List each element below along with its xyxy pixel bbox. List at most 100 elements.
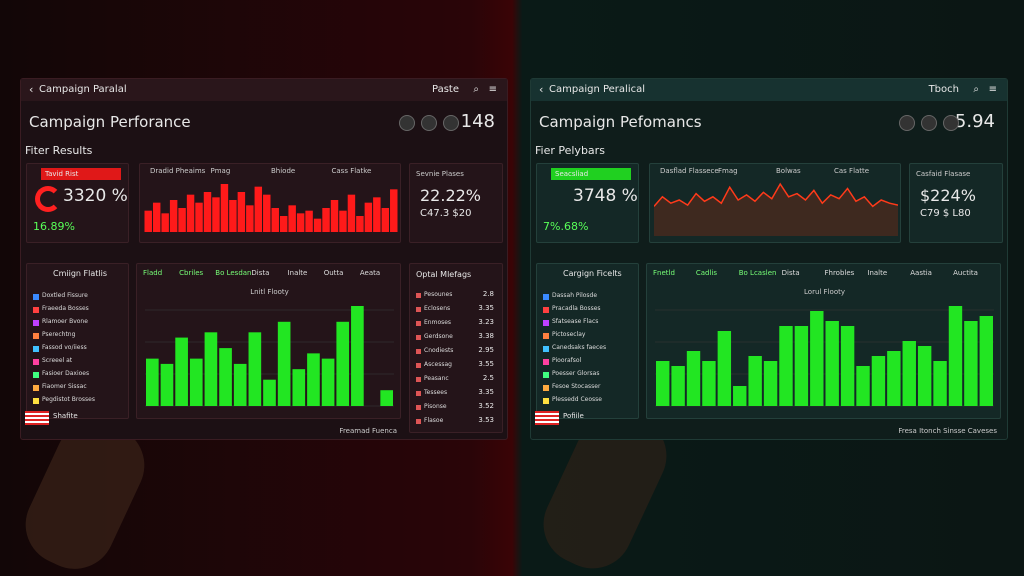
list-swatch — [543, 359, 549, 365]
row-label: Ascessag — [424, 361, 452, 368]
row-value: 3.35 — [478, 388, 494, 396]
list-footer: Pofiile — [563, 412, 584, 420]
row-label: Peasanc — [424, 375, 449, 382]
bar — [825, 321, 839, 406]
legend-item: Fmag — [718, 167, 738, 175]
kpi-label: Seacsliad — [551, 168, 631, 180]
stat-card: Casfaid Flasase $224% C79 $ L80 — [909, 163, 1003, 243]
bar — [296, 213, 305, 232]
bar — [212, 197, 220, 232]
stat-label: Sevnie Plases — [416, 170, 464, 178]
row-icon — [416, 293, 421, 298]
bar — [917, 346, 932, 406]
bar-chart — [145, 306, 394, 407]
row-label: Flasoe — [424, 417, 444, 424]
list-swatch — [543, 385, 549, 391]
list-title: Cmiign Flatlis — [53, 269, 107, 278]
bar — [321, 358, 335, 406]
bar — [146, 358, 159, 406]
tab: Inalte — [287, 269, 308, 277]
tab: Cadlis — [695, 269, 718, 277]
list-swatch — [33, 385, 39, 391]
row-icon — [416, 405, 421, 410]
bar — [810, 311, 824, 406]
dashboard-panel: ‹ Campaign Peralical Tboch ≡ ⌕ Campaign Pefom… — [530, 78, 1008, 440]
list-item: Screeel at — [42, 357, 73, 364]
side-card: Optal Mlefags Pesounes 2.8 Eclosens 3.35 Enmo… — [409, 263, 503, 433]
list-item: Dassah Pilosde — [552, 292, 598, 299]
top-bar: ‹ Campaign Paralal Paste ≡ ⌕ — [21, 79, 507, 101]
kpi-card: Tavid Rist 3320 % 16.89% — [26, 163, 129, 243]
stat-sub: C47.3 $20 — [420, 208, 472, 219]
bar — [233, 363, 247, 406]
flag — [535, 411, 559, 425]
list-swatch — [33, 307, 39, 313]
bar — [656, 361, 670, 406]
row-value: 3.55 — [478, 360, 494, 368]
tab: Fladd — [143, 269, 163, 277]
bar — [307, 353, 320, 406]
bar — [748, 356, 762, 406]
bar — [189, 358, 203, 406]
legend-item: Dasflad Flassece — [660, 167, 719, 175]
bar — [305, 210, 313, 232]
row-icon — [416, 391, 421, 396]
kpi-value: 3320 % — [63, 186, 128, 206]
bar — [279, 216, 288, 232]
tab: Dista — [781, 269, 800, 277]
list-item: Fiaomer Sissac — [42, 383, 87, 390]
bar — [195, 202, 203, 232]
back-icon: ‹ — [539, 83, 544, 96]
bar — [203, 192, 212, 232]
stat-card: Sevnie Plases 22.22% C47.3 $20 — [409, 163, 503, 243]
list-item: Fasioer Daxioes — [42, 370, 90, 377]
heading-value: 5.94 — [954, 111, 995, 132]
list-item: Doxtled Fissure — [42, 292, 88, 299]
list-item: Pserechtng — [42, 331, 76, 338]
tab: Dista — [251, 269, 270, 277]
bar — [186, 194, 195, 232]
bar — [794, 326, 809, 406]
list-item: Rlamoer Bvone — [42, 318, 88, 325]
icon-button — [899, 115, 915, 131]
list-swatch — [33, 346, 39, 352]
kpi-value: 3748 % — [573, 186, 638, 206]
panel-footer: Fresa Itonch Sinsse Caveses — [898, 427, 997, 435]
list-item: Fesoe Stocasser — [552, 383, 601, 390]
list-item: Poesser Glorsas — [552, 370, 600, 377]
tab: Bo Lesdan — [215, 269, 252, 277]
list-card: Cmiign Flatlis Doxtled Fissure Fraeeda Bos… — [26, 263, 129, 419]
list-swatch — [543, 398, 549, 404]
row-value: 3.52 — [478, 402, 494, 410]
bar — [178, 208, 186, 232]
bar — [313, 218, 322, 232]
row-value: 3.35 — [478, 304, 494, 312]
bar — [347, 194, 356, 232]
row-icon — [416, 321, 421, 326]
search-icon: ⌕ — [473, 84, 479, 95]
area — [654, 184, 898, 236]
list-swatch — [33, 359, 39, 365]
side-title: Optal Mlefags — [416, 270, 472, 279]
list-item: Pracadla Bosses — [552, 305, 601, 312]
dashboard-panel: ‹ Campaign Paralal Paste ≡ ⌕ Campaign Perfora… — [20, 78, 508, 440]
bar — [702, 361, 716, 406]
icon-button — [421, 115, 437, 131]
tab: Bo Lcaslen — [738, 269, 777, 277]
bar — [351, 306, 364, 406]
icon-button — [399, 115, 415, 131]
bar — [902, 341, 916, 406]
list-swatch — [543, 307, 549, 313]
legend-item: Cass Flatke — [331, 167, 372, 175]
top-bar-action: Tboch — [928, 84, 959, 95]
panel-footer: Freamad Fuenca — [339, 427, 397, 435]
list-swatch — [33, 320, 39, 326]
icon-button — [921, 115, 937, 131]
bar — [263, 379, 276, 406]
bar — [229, 200, 237, 232]
list-swatch — [33, 294, 39, 300]
tab: Auctita — [953, 269, 978, 277]
bar — [373, 197, 381, 232]
row-value: 2.5 — [482, 374, 494, 382]
